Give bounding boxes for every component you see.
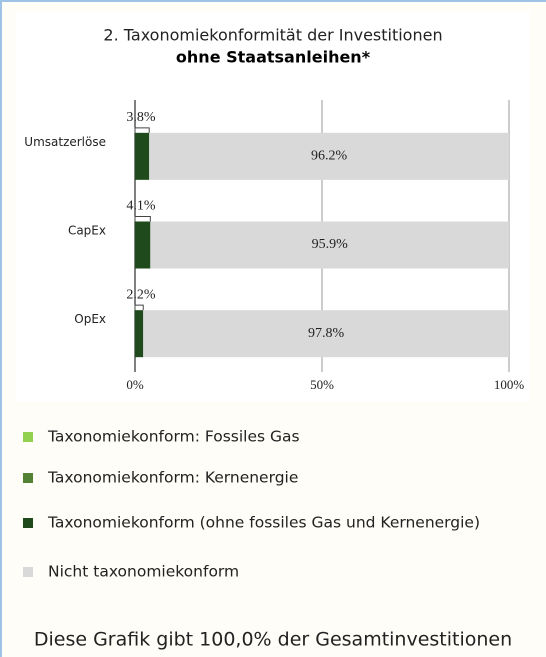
x-tick-label: 50% [310, 377, 334, 392]
y-tick-label: CapEx [68, 224, 106, 238]
x-tick-label: 0% [126, 377, 144, 392]
label-bracket [134, 216, 151, 222]
label-bracket [134, 127, 150, 133]
legend-label: Taxonomiekonform: Fossiles Gas [47, 428, 300, 446]
bar-segment [143, 310, 509, 358]
y-tick-label: OpEx [74, 312, 106, 326]
legend-swatch [23, 518, 33, 528]
bar-segment [149, 132, 509, 180]
label-bracket [134, 304, 144, 311]
bar-segment [150, 221, 510, 269]
data-label: 97.8% [308, 326, 345, 341]
bar-segment [135, 132, 150, 180]
data-label: 3.8% [126, 110, 156, 125]
bar-segment [135, 221, 151, 269]
legend-swatch [23, 567, 33, 577]
legend-label: Taxonomiekonform: Kernenergie [47, 469, 298, 487]
legend-swatch [23, 432, 33, 442]
legend-label: Taxonomiekonform (ohne fossiles Gas und … [47, 514, 480, 532]
data-label: 96.2% [311, 149, 348, 164]
data-label: 2.2% [126, 287, 156, 302]
y-tick-label: Umsatzerlöse [24, 135, 106, 149]
legend-swatch [23, 473, 33, 483]
chart-subtitle: ohne Staatsanleihen* [176, 48, 371, 67]
data-label: 4.1% [126, 199, 156, 214]
legend-label: Nicht taxonomiekonform [48, 563, 239, 581]
x-tick-label: 100% [494, 377, 525, 392]
data-label: 95.9% [312, 237, 349, 252]
footnote: Diese Grafik gibt 100,0% der Gesamtinves… [34, 629, 512, 651]
bar-segment [135, 310, 144, 358]
chart-title: 2. Taxonomiekonformität der Investitione… [103, 26, 442, 45]
